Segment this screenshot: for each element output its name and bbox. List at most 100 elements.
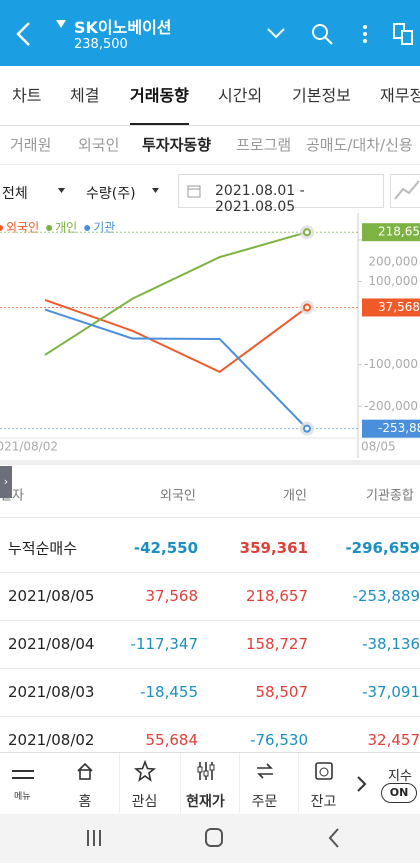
cell-value: 55,684 (146, 731, 199, 749)
column-header: 외국인 (160, 485, 196, 504)
x-tick-label: 2021/08/02 (0, 440, 58, 454)
nav-item[interactable]: 홈 (60, 753, 110, 813)
sub-tab[interactable]: 공매도/대차/신용 (306, 126, 413, 164)
nav-icon (194, 759, 218, 783)
date-range-box[interactable]: 2021.08.01 - 2021.08.05 (178, 174, 384, 208)
tab[interactable]: 체결 (70, 66, 99, 126)
nav-item[interactable]: 관심 (119, 753, 169, 813)
tab[interactable]: 재무정보 (380, 66, 420, 126)
chart: 200,000100,000-100,000-200,0002021/08/02… (0, 213, 420, 463)
calendar-icon (187, 184, 201, 198)
more-icon[interactable] (360, 24, 370, 46)
cell-value: -296,659 (345, 539, 420, 557)
row-label: 2021/08/05 (8, 587, 94, 605)
cell-value: -76,530 (250, 731, 308, 749)
nav-icon (73, 759, 97, 783)
layout-icon[interactable] (392, 22, 416, 46)
recent-button[interactable] (88, 830, 100, 846)
legend-dot (0, 225, 3, 231)
column-header: 기관종합 (366, 485, 414, 504)
stock-price: 238,500 (74, 37, 128, 52)
next-arrow[interactable] (356, 775, 368, 793)
rowline (0, 572, 420, 573)
index-toggle[interactable]: ON (381, 783, 417, 803)
row-label: 2021/08/03 (8, 683, 94, 701)
tab[interactable]: 차트 (12, 66, 41, 126)
stock-name[interactable]: SK이노베이션 (74, 14, 172, 38)
header: SK이노베이션 238,500 (0, 0, 420, 66)
investor-table: 일자외국인개인기관종합누적순매수-42,550359,361-296,65920… (0, 465, 420, 755)
nav-item[interactable]: 잔고 (298, 753, 348, 813)
cell-value: 32,457 (368, 731, 420, 749)
cell-value: -117,347 (131, 635, 198, 653)
rowline (0, 517, 420, 518)
cell-value: -18,455 (140, 683, 198, 701)
system-buttons (0, 814, 420, 863)
nav-label: 관심 (120, 791, 169, 811)
value-label: -253,889 (378, 421, 420, 435)
y-tick-label: 100,000 (368, 274, 418, 288)
dropdown-icon (56, 20, 68, 30)
date-range: 2021.08.01 - 2021.08.05 (215, 183, 383, 215)
series-line (45, 300, 307, 372)
search-icon[interactable] (310, 22, 334, 46)
cell-value: -42,550 (134, 539, 198, 557)
side-handle[interactable]: › (0, 466, 12, 498)
last-point (304, 426, 310, 432)
legend-dot (84, 225, 90, 231)
legend-dot (46, 225, 52, 231)
series-line (45, 310, 307, 429)
bottom-nav: 메뉴 지수 ON 홈 관심 현재가 주문 잔고 (0, 752, 420, 814)
menu-icon[interactable] (12, 769, 36, 787)
index-label: 지수 (388, 765, 412, 784)
sub-tab[interactable]: 거래원 (10, 126, 51, 164)
menu-label: 메뉴 (14, 789, 31, 802)
cell-value: 37,568 (146, 587, 199, 605)
x-tick-label: 08/05 (361, 440, 396, 454)
nav-icon (253, 759, 277, 783)
back-button[interactable] (14, 20, 34, 48)
market-select[interactable]: 전체 (2, 183, 28, 203)
sub-tab[interactable]: 프로그램 (236, 126, 291, 164)
row-label: 누적순매수 (8, 538, 77, 559)
unit-select[interactable]: 수량(주) (86, 183, 136, 203)
legend-label: 외국인 (6, 221, 39, 235)
last-point (304, 304, 310, 310)
tab[interactable]: 시간외 (218, 66, 262, 126)
sub-tab[interactable]: 투자자동향 (142, 126, 211, 164)
sub-tab-bar: 거래원 외국인 투자자동향 프로그램 공매도/대차/신용 (0, 126, 420, 165)
chart-toggle[interactable] (390, 174, 420, 208)
nav-label: 홈 (60, 791, 110, 811)
expand-icon[interactable] (266, 26, 286, 40)
home-button[interactable] (206, 829, 222, 846)
column-header: 개인 (283, 485, 307, 504)
rowline (0, 716, 420, 717)
nav-icon (312, 759, 336, 783)
system-nav (0, 814, 420, 863)
tab[interactable]: 거래동향 (130, 66, 189, 126)
y-tick-label: -200,000 (364, 399, 418, 413)
filter-bar: 전체 수량(주) 2021.08.01 - 2021.08.05 (0, 165, 420, 215)
nav-icon (133, 759, 157, 783)
cell-value: 158,727 (246, 635, 308, 653)
back-nav-button[interactable] (330, 829, 338, 847)
caret (152, 188, 160, 194)
tab[interactable]: 기본정보 (292, 66, 351, 126)
sub-tab[interactable]: 외국인 (78, 126, 119, 164)
nav-item[interactable]: 주문 (239, 753, 289, 813)
nav-label: 현재가 (181, 791, 230, 811)
rowline (0, 668, 420, 669)
value-label: 37,568 (378, 300, 420, 314)
chart-icon (391, 175, 420, 205)
cell-value: 359,361 (240, 539, 308, 557)
nav-label: 주문 (240, 791, 289, 811)
cell-value: 218,657 (246, 587, 308, 605)
cell-value: -38,136 (362, 635, 420, 653)
rowline (0, 620, 420, 621)
cell-value: -253,889 (353, 587, 420, 605)
cell-value: 58,507 (256, 683, 309, 701)
caret (58, 188, 66, 194)
nav-item[interactable]: 현재가 (180, 753, 230, 813)
tab-bar: 차트 체결 거래동향 시간외 기본정보 재무정보 (0, 66, 420, 126)
